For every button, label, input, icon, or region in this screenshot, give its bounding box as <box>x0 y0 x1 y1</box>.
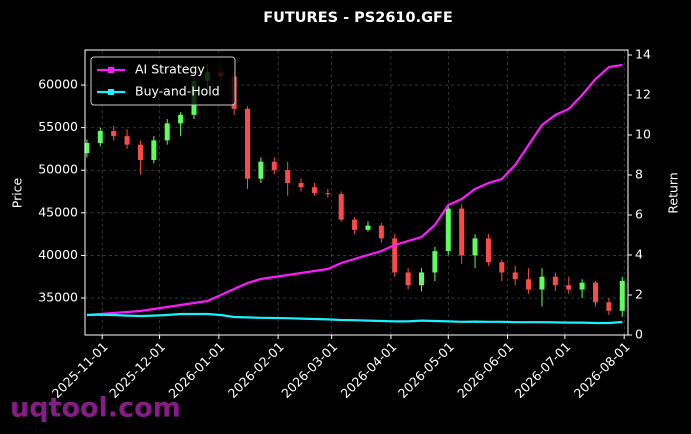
y2-tick-label: 4 <box>635 247 643 262</box>
candle-body <box>137 144 143 160</box>
y2-tick-label: 12 <box>635 87 651 102</box>
chart-title: FUTURES - PS2610.GFE <box>263 10 453 26</box>
legend-marker <box>108 89 114 95</box>
line-series <box>86 312 623 325</box>
line-series <box>86 63 623 317</box>
candle-body <box>124 136 130 145</box>
candle-body <box>311 187 317 194</box>
y2-tick-label: 0 <box>635 327 643 342</box>
y-tick-label: 45000 <box>38 204 78 219</box>
candle-body <box>365 225 371 230</box>
candle-body <box>84 142 90 154</box>
watermark: uqtool.com <box>10 393 181 424</box>
candle-body <box>459 208 465 256</box>
candle-body <box>111 131 117 137</box>
candle-body <box>258 161 264 179</box>
candle-body <box>164 123 170 141</box>
candle-body <box>405 272 411 286</box>
legend-label: Buy-and-Hold <box>135 84 220 99</box>
y-tick-label: 50000 <box>38 162 78 177</box>
y-tick-label: 40000 <box>38 247 78 262</box>
legend-box <box>90 56 236 106</box>
candle-body <box>419 272 425 286</box>
candle-body <box>552 276 558 286</box>
y2-tick-label: 8 <box>635 167 643 182</box>
candle-body <box>566 285 572 290</box>
candle-body <box>151 140 157 160</box>
candle-body <box>97 131 103 143</box>
y2-tick-label: 14 <box>635 47 651 62</box>
candle-body <box>271 161 277 171</box>
candle-body <box>579 282 585 290</box>
candle-body <box>178 114 184 124</box>
y-tick-label: 60000 <box>38 77 78 92</box>
y2-axis-label: Return <box>666 172 681 213</box>
candle-body <box>392 238 398 273</box>
candle-body <box>539 276 545 290</box>
candle-body <box>378 225 384 239</box>
y2-tick-label: 2 <box>635 287 643 302</box>
candle-body <box>499 262 505 273</box>
plot-frame <box>84 49 629 336</box>
y-tick-label: 55000 <box>38 119 78 134</box>
candle-body <box>298 183 304 188</box>
legend-label: AI Strategy <box>135 62 205 77</box>
candle-body <box>485 238 491 263</box>
candle-body <box>526 279 532 290</box>
candle-body <box>472 238 478 256</box>
candle-body <box>432 251 438 273</box>
y-tick-label: 35000 <box>38 290 78 305</box>
legend: AI Strategy Buy-and-Hold <box>90 56 236 106</box>
candle-body <box>512 272 518 280</box>
candle-body <box>352 219 358 230</box>
candle-body <box>245 108 251 179</box>
candle-body <box>338 194 344 220</box>
y2-tick-label: 6 <box>635 207 643 222</box>
candle-body <box>445 208 451 252</box>
candle-body <box>285 170 291 183</box>
legend-marker <box>108 67 114 73</box>
candle-body <box>592 282 598 303</box>
candle-body <box>619 280 625 311</box>
y2-tick-label: 10 <box>635 127 651 142</box>
candle-body <box>325 193 331 195</box>
candle-body <box>606 302 612 311</box>
y-axis-label: Price <box>10 177 25 208</box>
